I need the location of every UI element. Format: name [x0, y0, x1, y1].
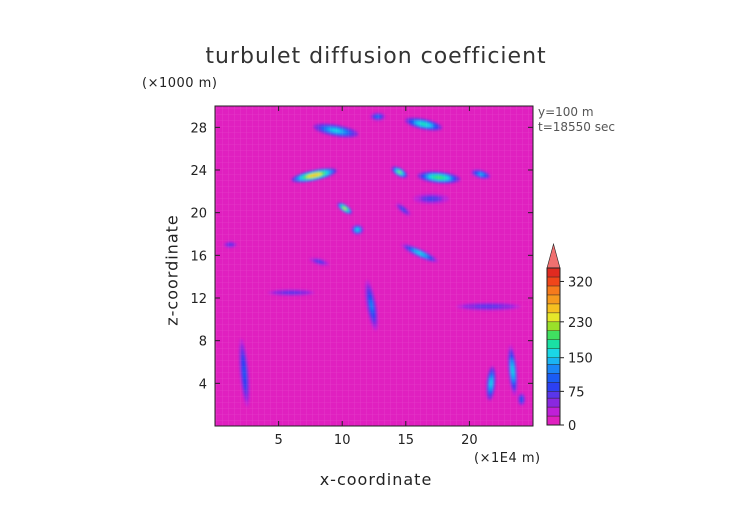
- y-tick-label: 8: [199, 335, 207, 350]
- y-axis-unit: (×1000 m): [142, 76, 218, 91]
- annotation-y-position: y=100 m: [538, 105, 594, 119]
- colorbar-swatch: [546, 267, 561, 278]
- colorbar-swatch: [546, 312, 561, 323]
- x-axis-unit: (×1E4 m): [474, 451, 541, 466]
- colorbar-swatch: [546, 294, 561, 305]
- colorbar-swatch: [546, 382, 561, 392]
- y-tick-label: 28: [190, 121, 207, 136]
- colorbar-tick-label: 150: [568, 352, 593, 367]
- colorbar: 0 75 150 230 320: [546, 242, 593, 434]
- colorbar-swatch: [546, 330, 561, 340]
- colorbar-tick-label: 230: [568, 316, 593, 331]
- x-tick-label: 5: [274, 433, 282, 448]
- x-axis-label: x-coordinate: [319, 470, 433, 489]
- x-tick-label: 20: [461, 433, 478, 448]
- colorbar-swatch: [546, 397, 561, 408]
- y-tick-label: 24: [190, 164, 207, 179]
- x-tick-label: 15: [398, 433, 415, 448]
- colorbar-tick-label: 320: [568, 275, 593, 290]
- colorbar-extend-arrow: [546, 242, 561, 269]
- annotation-time: t=18550 sec: [538, 120, 615, 134]
- colorbar-tick-label: 75: [568, 385, 585, 400]
- colorbar-swatch: [546, 321, 561, 332]
- colorbar-swatch: [546, 391, 561, 399]
- colorbar-swatch: [546, 285, 561, 296]
- colorbar-swatch: [546, 339, 561, 349]
- x-tick-label: 10: [334, 433, 351, 448]
- y-tick-label: 20: [190, 207, 207, 222]
- plot-frame: [214, 105, 534, 427]
- colorbar-frame: [546, 267, 561, 426]
- y-tick-label: 4: [199, 377, 207, 392]
- colorbar-swatch: [546, 303, 561, 314]
- y-tick-label: 12: [190, 292, 207, 307]
- y-tick-label: 16: [190, 249, 207, 264]
- colorbar-swatch: [546, 276, 561, 287]
- mesh-overlay: [215, 106, 533, 426]
- colorbar-tick-label: 0: [568, 419, 576, 434]
- colorbar-swatch: [546, 364, 561, 374]
- colorbar-swatch: [546, 348, 561, 358]
- colorbar-swatch: [546, 373, 561, 383]
- chart-title: turbulet diffusion coefficient: [205, 44, 547, 69]
- colorbar-swatch: [546, 406, 561, 417]
- colorbar-swatch: [546, 415, 561, 426]
- colorbar-swatch: [546, 357, 561, 365]
